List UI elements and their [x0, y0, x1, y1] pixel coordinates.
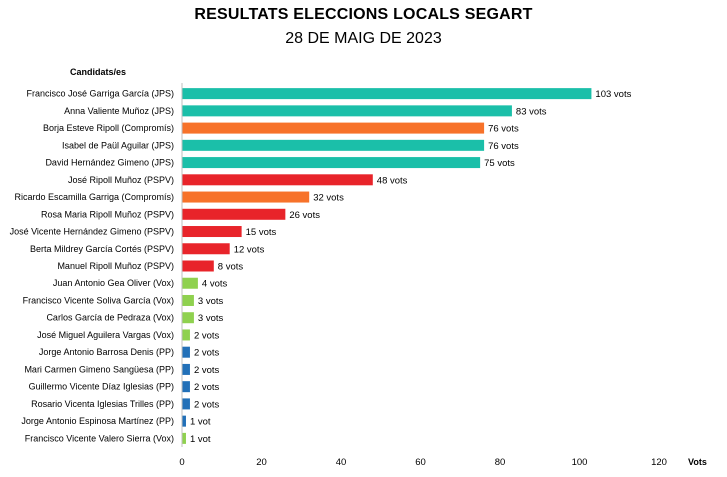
x-tick-label: 0: [179, 457, 184, 468]
chart-title: RESULTATS ELECCIONS LOCALS SEGART: [194, 6, 533, 23]
category-label: Carlos García de Pedraza (Vox): [46, 313, 174, 323]
bar: [182, 363, 190, 375]
category-label: Rosa Maria Ripoll Muñoz (PSPV): [41, 209, 174, 219]
bar: [182, 174, 373, 186]
category-label: Juan Antonio Gea Oliver (Vox): [53, 278, 174, 288]
data-label: 2 vots: [194, 330, 220, 341]
bar: [182, 381, 190, 393]
category-label: Francisco Vicente Valero Sierra (Vox): [25, 433, 174, 443]
data-label: 3 vots: [198, 296, 224, 307]
bar: [182, 294, 194, 306]
category-label: Guillermo Vicente Díaz Iglesias (PP): [29, 382, 174, 392]
x-tick-label: 40: [336, 457, 347, 468]
bar: [182, 277, 198, 289]
category-label: Francisco Vicente Soliva García (Vox): [23, 295, 174, 305]
category-label: Borja Esteve Ripoll (Compromís): [43, 123, 174, 133]
x-tick-label: 100: [572, 457, 588, 468]
category-label: José Ripoll Muñoz (PSPV): [68, 175, 174, 185]
bar: [182, 191, 310, 203]
x-tick-label: 120: [651, 457, 667, 468]
chart-subtitle: 28 DE MAIG DE 2023: [285, 30, 442, 47]
bar: [182, 346, 190, 358]
data-label: 76 vots: [488, 141, 519, 152]
category-label: Jorge Antonio Espinosa Martínez (PP): [21, 416, 174, 426]
data-label: 15 vots: [246, 227, 277, 238]
category-label: Francisco José Garriga García (JPS): [26, 89, 174, 99]
bar: [182, 398, 190, 410]
bar: [182, 88, 592, 100]
category-label: David Hernández Gimeno (JPS): [45, 158, 174, 168]
data-label: 2 vots: [194, 365, 220, 376]
data-label: 1 vot: [190, 434, 211, 445]
bar: [182, 329, 190, 341]
y-axis-title: Candidats/es: [70, 67, 127, 77]
category-label: Rosario Vicenta Iglesias Trilles (PP): [31, 399, 174, 409]
bar: [182, 122, 485, 134]
data-label: 2 vots: [194, 399, 220, 410]
data-label: 26 vots: [289, 210, 320, 221]
bar: [182, 432, 186, 444]
x-tick-label: 60: [415, 457, 426, 468]
category-label: Ricardo Escamilla Garriga (Compromís): [14, 192, 174, 202]
data-label: 4 vots: [202, 279, 228, 290]
x-tick-label: 20: [256, 457, 267, 468]
bar: [182, 208, 286, 220]
category-label: Isabel de Paül Aguilar (JPS): [62, 140, 174, 150]
bar: [182, 157, 481, 169]
bar: [182, 312, 194, 324]
category-label: José Vicente Hernández Gimeno (PSPV): [10, 227, 174, 237]
bar: [182, 139, 485, 151]
data-label: 8 vots: [218, 262, 244, 273]
data-label: 76 vots: [488, 124, 519, 135]
data-label: 83 vots: [516, 106, 547, 117]
category-label: Berta Mildrey García Cortés (PSPV): [30, 244, 174, 254]
data-label: 48 vots: [377, 175, 408, 186]
data-label: 32 vots: [313, 193, 344, 204]
bar: [182, 105, 512, 117]
data-label: 12 vots: [234, 244, 265, 255]
category-label: Mari Carmen Gimeno Sangüesa (PP): [24, 364, 174, 374]
category-label: Manuel Ripoll Muñoz (PSPV): [57, 261, 174, 271]
bar: [182, 415, 186, 427]
category-label: Anna Valiente Muñoz (JPS): [64, 106, 174, 116]
category-label: José Miguel Aguilera Vargas (Vox): [37, 330, 174, 340]
bar: [182, 226, 242, 238]
data-label: 3 vots: [198, 313, 224, 324]
x-tick-label: 80: [495, 457, 506, 468]
data-label: 75 vots: [484, 158, 515, 169]
x-axis-title: Vots: [688, 457, 707, 467]
data-label: 103 vots: [595, 89, 631, 100]
bar: [182, 243, 230, 255]
category-label: Jorge Antonio Barrosa Denis (PP): [39, 347, 174, 357]
data-label: 1 vot: [190, 417, 211, 428]
data-label: 2 vots: [194, 348, 220, 359]
data-label: 2 vots: [194, 382, 220, 393]
bar: [182, 260, 214, 272]
